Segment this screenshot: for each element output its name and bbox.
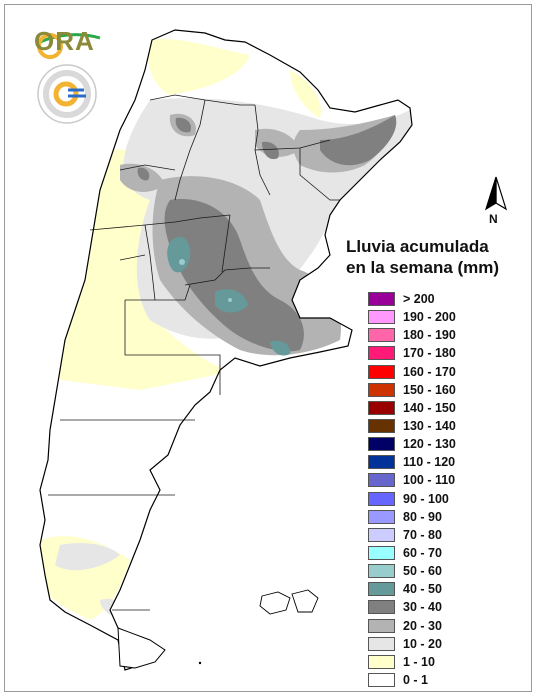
legend-label: 150 - 160 — [403, 382, 456, 397]
legend-swatch — [368, 400, 395, 415]
legend-swatch — [368, 437, 395, 452]
legend-swatch — [368, 673, 395, 688]
legend-label: 70 - 80 — [403, 527, 442, 542]
legend-item: 180 - 190 — [368, 326, 518, 344]
legend-label: 80 - 90 — [403, 509, 442, 524]
legend-swatch — [368, 382, 395, 397]
legend-item: 140 - 150 — [368, 399, 518, 417]
legend-item: 30 - 40 — [368, 598, 518, 616]
legend-item: 0 - 1 — [368, 671, 518, 689]
legend-item: 50 - 60 — [368, 562, 518, 580]
ora-logo-text: ORA — [34, 26, 95, 56]
legend-swatch — [368, 636, 395, 651]
legend-item: 110 - 120 — [368, 453, 518, 471]
legend-swatch — [368, 419, 395, 434]
legend-label: 190 - 200 — [403, 310, 456, 325]
map-frame — [4, 4, 532, 692]
legend-swatch — [368, 473, 395, 488]
north-arrow-icon — [484, 176, 508, 211]
legend-label: 180 - 190 — [403, 328, 456, 343]
legend-item: 80 - 90 — [368, 508, 518, 526]
agency-seal — [37, 64, 97, 124]
legend-label: 170 - 180 — [403, 346, 456, 361]
legend-item: 20 - 30 — [368, 617, 518, 635]
legend-label: 20 - 30 — [403, 618, 442, 633]
legend-label: 40 - 50 — [403, 582, 442, 597]
legend-swatch — [368, 527, 395, 542]
legend-swatch — [368, 618, 395, 633]
ora-logo — [35, 33, 101, 59]
legend-swatch — [368, 564, 395, 579]
legend-swatch — [368, 364, 395, 379]
legend-label: 90 - 100 — [403, 491, 449, 506]
legend-label: 60 - 70 — [403, 546, 442, 561]
legend-label: 30 - 40 — [403, 600, 442, 615]
legend-label: 100 - 110 — [403, 473, 456, 488]
legend-label: 110 - 120 — [403, 455, 456, 470]
legend-item: > 200 — [368, 290, 518, 308]
legend-item: 130 - 140 — [368, 417, 518, 435]
legend-item: 1 - 10 — [368, 653, 518, 671]
legend-swatch — [368, 654, 395, 669]
legend: > 200 190 - 200 180 - 190 170 - 180 160 - 17… — [368, 290, 518, 689]
legend-swatch — [368, 292, 395, 307]
legend-label: 10 - 20 — [403, 636, 442, 651]
legend-swatch — [368, 455, 395, 470]
legend-swatch — [368, 509, 395, 524]
legend-label: 0 - 1 — [403, 673, 429, 688]
tierra-del-fuego — [117, 627, 166, 669]
legend-swatch — [368, 346, 395, 361]
legend-swatch — [368, 546, 395, 561]
legend-item: 170 - 180 — [368, 344, 518, 362]
legend-item: 100 - 110 — [368, 471, 518, 489]
legend-label: 120 - 130 — [403, 437, 456, 452]
legend-item: 150 - 160 — [368, 381, 518, 399]
legend-item: 70 - 80 — [368, 526, 518, 544]
legend-label: 160 - 170 — [403, 364, 456, 379]
legend-item: 40 - 50 — [368, 580, 518, 598]
legend-item: 10 - 20 — [368, 635, 518, 653]
small-island — [198, 661, 202, 665]
argentina-outline — [39, 29, 413, 671]
legend-title: Lluvia acumulada en la semana (mm) — [346, 236, 526, 278]
legend-swatch — [368, 582, 395, 597]
legend-item: 60 - 70 — [368, 544, 518, 562]
legend-label: > 200 — [403, 292, 435, 307]
legend-label: 130 - 140 — [403, 419, 456, 434]
legend-label: 140 - 150 — [403, 400, 456, 415]
legend-item: 90 - 100 — [368, 490, 518, 508]
legend-label: 1 - 10 — [403, 654, 435, 669]
legend-title-line2: en la semana (mm) — [346, 258, 500, 277]
province-borders — [48, 94, 340, 611]
legend-item: 190 - 200 — [368, 308, 518, 326]
legend-label: 50 - 60 — [403, 564, 442, 579]
north-label: N — [489, 212, 498, 226]
legend-item: 120 - 130 — [368, 435, 518, 453]
legend-title-line1: Lluvia acumulada — [346, 237, 489, 256]
legend-swatch — [368, 328, 395, 343]
legend-swatch — [368, 310, 395, 325]
legend-swatch — [368, 491, 395, 506]
legend-item: 160 - 170 — [368, 363, 518, 381]
malvinas-islands — [259, 589, 319, 615]
legend-swatch — [368, 600, 395, 615]
